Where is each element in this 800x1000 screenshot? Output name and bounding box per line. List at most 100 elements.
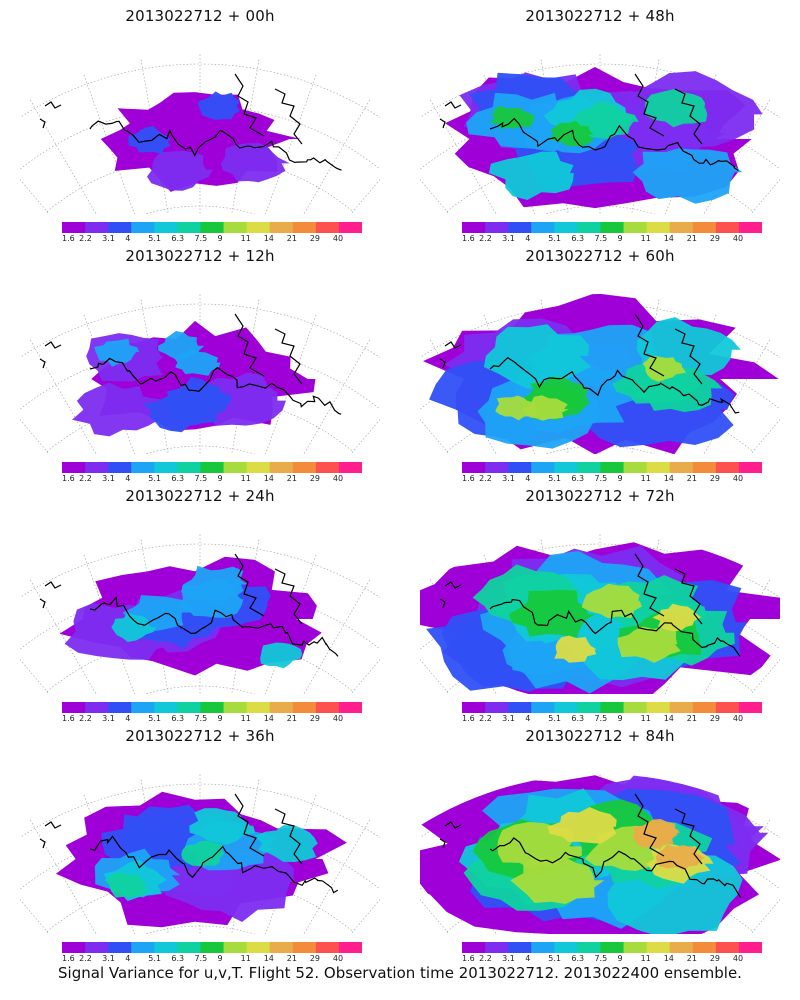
colorbar-label: 4 xyxy=(125,954,131,963)
colorbar-swatch xyxy=(131,702,155,713)
colorbar-label: 14 xyxy=(663,714,674,723)
colorbar-swatch xyxy=(531,942,555,953)
colorbar-swatch xyxy=(600,942,625,953)
colorbar-label: 1.6 xyxy=(462,234,475,243)
colorbar-label: 29 xyxy=(709,714,721,723)
colorbar-label: 9 xyxy=(617,714,623,723)
colorbar-swatch xyxy=(177,942,201,953)
colorbar-label: 29 xyxy=(709,234,721,243)
colorbar-label: 9 xyxy=(217,714,223,723)
colorbar-swatch xyxy=(623,942,648,953)
colorbar-swatch xyxy=(646,222,671,233)
map-panel: 2013022712 + 00h 1.6 2.2 3.1 4 5.1 6.3 7.5 9 11 14… xyxy=(0,0,400,243)
colorbar-swatch xyxy=(200,942,225,953)
colorbar-swatch xyxy=(738,222,762,233)
colorbar-swatch xyxy=(85,942,109,953)
colorbar-label: 1.6 xyxy=(62,234,75,243)
panel-title: 2013022712 + 12h xyxy=(125,247,275,265)
colorbar-swatch xyxy=(131,462,155,473)
colorbar-label: 29 xyxy=(309,234,321,243)
colorbar-swatch xyxy=(62,702,86,713)
colorbar-label: 7.5 xyxy=(594,954,608,963)
colorbar-swatch xyxy=(62,942,86,953)
colorbar-swatch xyxy=(108,222,132,233)
colorbar-swatch xyxy=(692,222,717,233)
colorbar-label: 5.1 xyxy=(148,954,162,963)
colorbar-label: 14 xyxy=(263,954,274,963)
colorbar-labels: 1.6 2.2 3.1 4 5.1 6.3 7.5 9 11 14 21 29 40 xyxy=(462,714,762,724)
colorbar-label: 1.6 xyxy=(62,954,75,963)
colorbar-label: 21 xyxy=(286,234,297,243)
colorbar-swatch xyxy=(623,462,648,473)
colorbar-swatch xyxy=(177,462,201,473)
colorbar-label: 2.2 xyxy=(479,234,492,243)
colorbar-swatch xyxy=(508,942,532,953)
colorbar-swatch xyxy=(623,702,648,713)
colorbar-label: 14 xyxy=(263,474,274,483)
map-panel: 2013022712 + 12h 1.6 2.2 3.1 4 5.1 6.3 7.5 9 11 14… xyxy=(0,240,400,483)
colorbar xyxy=(462,222,762,233)
colorbar-label: 14 xyxy=(663,234,674,243)
coastlines xyxy=(39,313,342,415)
colorbar-label: 40 xyxy=(732,954,744,963)
colorbar-swatch xyxy=(692,942,717,953)
colorbar-label: 5.1 xyxy=(548,474,562,483)
colorbar-swatch xyxy=(223,462,248,473)
colorbar-swatch xyxy=(646,942,671,953)
panel-title: 2013022712 + 00h xyxy=(125,7,275,25)
colorbar-label: 2.2 xyxy=(479,714,492,723)
colorbar-label: 5.1 xyxy=(548,714,562,723)
colorbar-label: 6.3 xyxy=(571,714,585,723)
coastlines xyxy=(439,313,740,414)
colorbar-label: 21 xyxy=(686,234,697,243)
colorbar-swatch xyxy=(715,462,740,473)
colorbar-label: 21 xyxy=(686,474,697,483)
colorbar-swatch xyxy=(338,942,362,953)
colorbar-swatch xyxy=(462,462,486,473)
colorbar-label: 3.1 xyxy=(102,234,115,243)
colorbar-swatch xyxy=(200,462,225,473)
colorbar-label: 29 xyxy=(709,954,721,963)
variance-map xyxy=(420,534,780,694)
colorbar-label: 1.6 xyxy=(462,954,475,963)
colorbar-swatch xyxy=(646,462,671,473)
colorbar-swatch xyxy=(269,942,294,953)
colorbar-swatch xyxy=(738,702,762,713)
colorbar-swatch xyxy=(485,462,509,473)
colorbar-label: 21 xyxy=(686,714,697,723)
panel-title: 2013022712 + 24h xyxy=(125,487,275,505)
colorbar-label: 11 xyxy=(640,954,651,963)
colorbar-label: 4 xyxy=(525,954,531,963)
colorbar-swatch xyxy=(292,462,317,473)
colorbar-label: 3.1 xyxy=(102,954,115,963)
variance-field xyxy=(55,791,347,928)
colorbar xyxy=(62,222,362,233)
map-panel: 2013022712 + 72h 1.6 2.2 3.1 4 5.1 6.3 7.5 9 11 14… xyxy=(400,480,800,723)
colorbar-swatch xyxy=(269,462,294,473)
colorbar-label: 29 xyxy=(309,954,321,963)
colorbar-label: 21 xyxy=(686,954,697,963)
colorbar-label: 3.1 xyxy=(102,474,115,483)
colorbar-label: 2.2 xyxy=(79,714,92,723)
colorbar-swatch xyxy=(715,702,740,713)
colorbar-label: 21 xyxy=(286,954,297,963)
colorbar-label: 5.1 xyxy=(548,954,562,963)
colorbar-swatch xyxy=(508,222,532,233)
colorbar-label: 2.2 xyxy=(479,474,492,483)
colorbar-label: 9 xyxy=(617,234,623,243)
colorbar-label: 6.3 xyxy=(171,234,185,243)
colorbar-label: 40 xyxy=(732,474,744,483)
coastlines xyxy=(39,73,342,171)
colorbar-label: 14 xyxy=(663,474,674,483)
colorbar-label: 21 xyxy=(286,474,297,483)
colorbar-label: 40 xyxy=(332,474,344,483)
colorbar-label: 4 xyxy=(525,234,531,243)
colorbar-swatch xyxy=(62,222,86,233)
colorbar-label: 4 xyxy=(125,714,131,723)
coastlines xyxy=(439,793,742,898)
colorbar-swatch xyxy=(177,702,201,713)
colorbar-swatch xyxy=(177,222,201,233)
colorbar xyxy=(462,702,762,713)
colorbar-swatch xyxy=(692,462,717,473)
colorbar-label: 3.1 xyxy=(502,714,515,723)
